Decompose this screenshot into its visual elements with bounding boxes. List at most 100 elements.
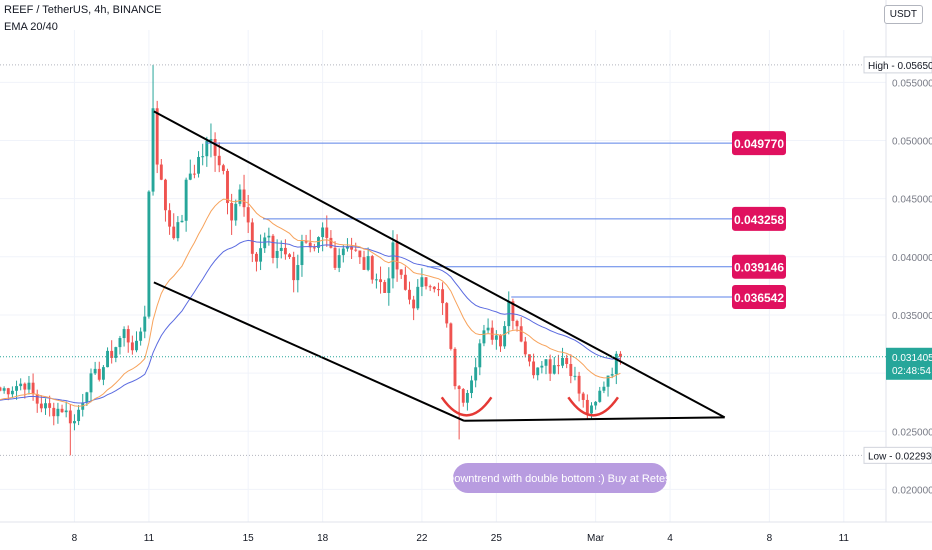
candle-body bbox=[122, 329, 126, 339]
candle-body bbox=[437, 289, 440, 291]
candle-body bbox=[180, 220, 184, 223]
price-tick-label: 0.020000 bbox=[892, 485, 932, 496]
drawings: Downtrend with double bottom :) Buy at R… bbox=[153, 110, 726, 493]
price-tick-label: 0.050000 bbox=[892, 136, 932, 147]
level-tag bbox=[732, 285, 786, 310]
candle-body bbox=[209, 138, 213, 141]
low-label-box bbox=[863, 446, 932, 464]
price-levels: 0.049770 0.043258 0.039146 0.036542 bbox=[205, 131, 786, 310]
candle-body bbox=[511, 301, 515, 321]
candle-body bbox=[246, 207, 250, 223]
candles bbox=[0, 64, 622, 456]
time-tick-label: 4 bbox=[667, 533, 673, 544]
time-tick-label: 11 bbox=[839, 533, 850, 544]
candle-body bbox=[445, 303, 449, 324]
candle-body bbox=[408, 289, 411, 300]
candle-body bbox=[155, 108, 159, 165]
double-bottom-arc bbox=[440, 396, 493, 417]
candle-body bbox=[325, 227, 329, 238]
candle-body bbox=[27, 382, 31, 390]
candle-body bbox=[226, 170, 229, 204]
candle-body bbox=[304, 241, 308, 243]
candle-body bbox=[242, 189, 246, 208]
candle-body bbox=[544, 359, 548, 366]
candle-body bbox=[387, 278, 391, 293]
candle-body bbox=[52, 407, 56, 417]
candle-body bbox=[569, 363, 573, 377]
candle-body bbox=[474, 367, 478, 381]
candle-body bbox=[164, 179, 167, 211]
candle-body bbox=[362, 257, 366, 270]
candle-body bbox=[64, 410, 68, 413]
indicator-label: EMA 20/40 bbox=[4, 21, 58, 33]
candle-body bbox=[85, 392, 89, 403]
candle-body bbox=[184, 179, 188, 221]
candle-body bbox=[300, 241, 304, 266]
candle-body bbox=[250, 222, 254, 254]
current-price-tag bbox=[886, 347, 932, 380]
price-scale: 0.055000 0.050000 0.045000 0.040000 0.035000… bbox=[0, 0, 932, 522]
candle-body bbox=[478, 343, 482, 368]
candle-body bbox=[590, 405, 593, 414]
candle-body bbox=[602, 386, 606, 391]
candle-body bbox=[205, 140, 209, 157]
candle-body bbox=[60, 408, 64, 413]
candle-body bbox=[581, 393, 585, 400]
candle-body bbox=[23, 383, 27, 390]
candle-body bbox=[470, 380, 473, 394]
candle-body bbox=[552, 365, 556, 374]
candle-body bbox=[412, 299, 416, 309]
candle-body bbox=[101, 367, 105, 380]
candle-body bbox=[259, 248, 263, 262]
candle-body bbox=[15, 386, 18, 391]
candle-body bbox=[56, 408, 60, 417]
candle-body bbox=[35, 394, 39, 404]
current-price-label: 0.031405 bbox=[892, 353, 932, 364]
level-tag-label: 0.039146 bbox=[734, 261, 784, 275]
candle-body bbox=[19, 383, 23, 387]
candle-body bbox=[548, 359, 552, 374]
candle-body bbox=[366, 256, 370, 270]
candle-body bbox=[486, 327, 490, 331]
candle-body bbox=[197, 156, 200, 174]
candle-body bbox=[577, 375, 581, 394]
price-tick-label: 0.025000 bbox=[892, 427, 932, 438]
time-tick-label: 8 bbox=[72, 533, 78, 544]
candle-body bbox=[614, 353, 618, 375]
candle-body bbox=[168, 210, 172, 227]
candle-body bbox=[312, 247, 316, 249]
candle-body bbox=[329, 237, 333, 248]
candle-body bbox=[188, 173, 192, 180]
candle-body bbox=[519, 326, 523, 342]
level-tag bbox=[732, 131, 786, 156]
currency-button[interactable]: USDT bbox=[883, 5, 923, 24]
upper-trendline bbox=[153, 110, 726, 419]
annotation-text: Downtrend with double bottom :) Buy at R… bbox=[446, 473, 673, 485]
candle-body bbox=[39, 403, 43, 409]
candle-body bbox=[619, 353, 622, 357]
price-tick-label: 0.045000 bbox=[892, 195, 932, 206]
candle-body bbox=[130, 342, 134, 351]
candle-body bbox=[279, 247, 283, 251]
candle-body bbox=[44, 403, 47, 409]
time-tick-label: 11 bbox=[144, 533, 155, 544]
candle-body bbox=[213, 138, 217, 156]
candle-body bbox=[482, 330, 486, 344]
time-tick-label: 15 bbox=[243, 533, 255, 544]
candle-body bbox=[263, 237, 267, 249]
candle-body bbox=[453, 348, 457, 387]
candle-body bbox=[288, 254, 291, 258]
candle-body bbox=[540, 365, 544, 368]
candle-body bbox=[201, 156, 205, 158]
candle-body bbox=[271, 235, 275, 258]
candle-body bbox=[610, 374, 614, 376]
candle-body bbox=[461, 389, 465, 403]
candle-body bbox=[449, 323, 453, 349]
candle-body bbox=[333, 247, 337, 268]
candle-body bbox=[494, 335, 498, 340]
candle-body bbox=[48, 403, 52, 408]
time-scale: 8 11 15 18 22 25 Mar 4 8 11 bbox=[0, 521, 932, 544]
time-tick-label: Mar bbox=[587, 533, 605, 544]
candle-body bbox=[317, 237, 320, 248]
